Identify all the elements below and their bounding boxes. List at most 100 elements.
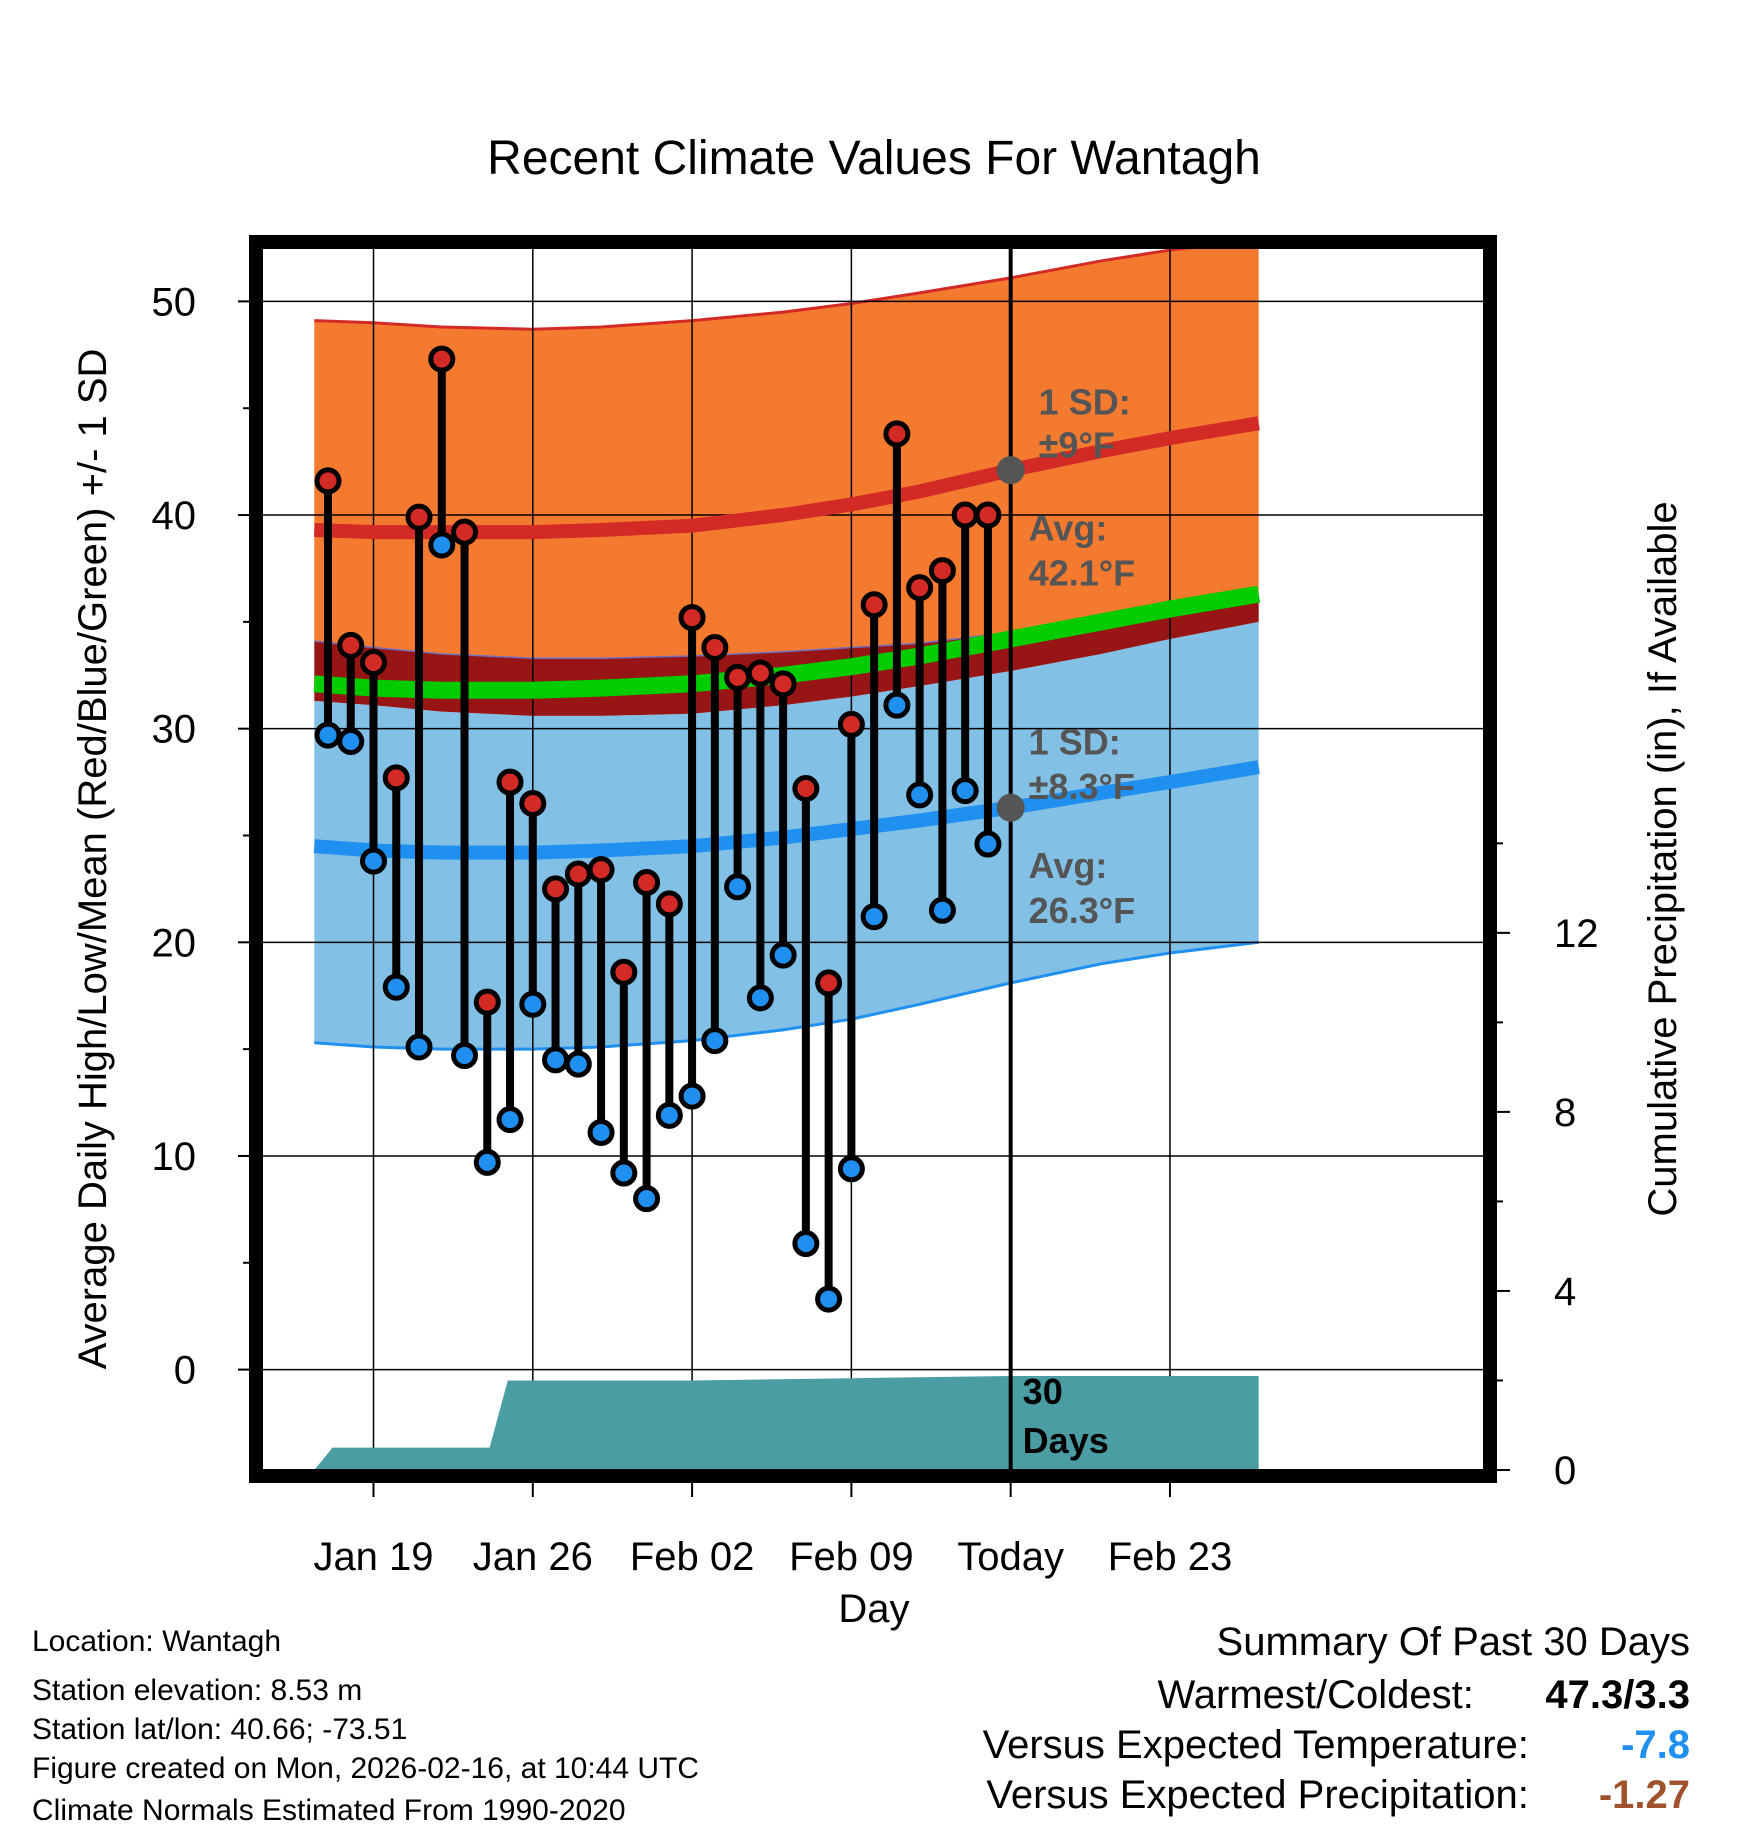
daily-high-point: [496, 768, 524, 796]
y-tick-label: 40: [152, 494, 197, 538]
daily-high-point: [883, 420, 911, 448]
daily-low-point: [473, 1148, 501, 1176]
daily-high-point: [837, 710, 865, 738]
daily-high-point: [951, 501, 979, 529]
y2-tick-label: 0: [1554, 1449, 1576, 1493]
daily-high-point: [724, 663, 752, 691]
x-tick-label: Feb 09: [789, 1535, 914, 1579]
footer-latlon: Station lat/lon: 40.66; -73.51: [32, 1713, 408, 1746]
y-tick-label: 20: [152, 921, 197, 965]
daily-high-point: [678, 604, 706, 632]
daily-low-point: [496, 1106, 524, 1134]
daily-low-point: [542, 1046, 570, 1074]
daily-low-point: [792, 1230, 820, 1258]
daily-high-point: [314, 467, 342, 495]
daily-high-point: [337, 631, 365, 659]
x-tick-label: Feb 02: [630, 1535, 755, 1579]
summary-temp-row: Versus Expected Temperature: -7.8: [983, 1723, 1690, 1768]
daily-low-point: [928, 896, 956, 924]
x-axis-label: Day: [838, 1587, 909, 1631]
daily-high-point: [815, 969, 843, 997]
x-tick-label: Jan 26: [473, 1535, 593, 1579]
high-avg-value: 42.1°F: [1029, 553, 1135, 594]
daily-high-point: [428, 345, 456, 373]
daily-low-point: [519, 990, 547, 1018]
y-tick-label: 50: [152, 280, 197, 324]
footer-location: Location: Wantagh: [32, 1625, 282, 1658]
high-sd-upper-line: [314, 248, 1201, 331]
daily-high-point: [906, 574, 934, 602]
high-avg-label: Avg:: [1029, 508, 1108, 549]
daily-low-point: [587, 1118, 615, 1146]
y2-axis-label: Cumulative Precipitation (in), If Availa…: [1641, 501, 1685, 1216]
low-sd-lower-line: [314, 940, 1259, 1051]
daily-high-point: [974, 501, 1002, 529]
daily-low-point: [451, 1042, 479, 1070]
daily-low-point: [382, 973, 410, 1001]
y-tick-label: 30: [152, 708, 197, 752]
daily-high-point: [655, 890, 683, 918]
high-sd-value: ±9°F: [1039, 424, 1115, 465]
low-sd-label: 1 SD:: [1029, 721, 1121, 762]
daily-high-point: [610, 958, 638, 986]
daily-low-point: [405, 1033, 433, 1061]
daily-high-point: [360, 648, 388, 676]
daily-low-point: [883, 691, 911, 719]
daily-high-point: [792, 775, 820, 802]
daily-high-point: [564, 860, 592, 888]
today-avg-low-marker: [996, 793, 1025, 822]
footer-created: Figure created on Mon, 2026-02-16, at 10…: [32, 1752, 700, 1785]
daily-high-point: [405, 503, 433, 531]
summary-temp-label: Versus Expected Temperature:: [982, 1723, 1529, 1767]
footer-normals: Climate Normals Estimated From 1990-2020: [32, 1794, 626, 1827]
daily-low-point: [724, 873, 752, 901]
summary-warmest-value: 47.3/3.3: [1545, 1673, 1690, 1717]
daily-low-point: [974, 830, 1002, 858]
daily-high-point: [587, 856, 615, 884]
daily-low-point: [360, 847, 388, 875]
summary-precip-label: Versus Expected Precipitation:: [986, 1773, 1529, 1817]
daily-low-point: [860, 903, 888, 931]
daily-low-point: [769, 941, 797, 969]
daily-high-point: [928, 557, 956, 585]
high-sd-label: 1 SD:: [1039, 382, 1131, 423]
y2-tick-label: 8: [1554, 1091, 1576, 1135]
summary-precip-value: -1.27: [1598, 1773, 1690, 1817]
daily-low-point: [906, 781, 934, 809]
daily-high-point: [473, 988, 501, 1016]
low-avg-value: 26.3°F: [1029, 890, 1135, 931]
footer-elevation: Station elevation: 8.53 m: [32, 1674, 363, 1707]
daily-high-point: [860, 591, 888, 619]
low-avg-label: Avg:: [1029, 845, 1108, 886]
daily-high-point: [382, 764, 410, 792]
plot-frame: [249, 235, 1497, 1483]
today-avg-high-marker: [996, 456, 1025, 485]
summary-precip-row: Versus Expected Precipitation: -1.27: [986, 1773, 1690, 1818]
daily-high-point: [519, 789, 547, 817]
daily-high-point: [633, 869, 661, 896]
daily-low-point: [701, 1027, 729, 1055]
daily-low-point: [428, 531, 456, 559]
daily-low-point: [746, 984, 774, 1012]
daily-high-point: [769, 670, 797, 698]
low-sd-value: ±8.3°F: [1029, 766, 1135, 807]
daily-high-point: [451, 518, 479, 546]
summary-warmest-label: Warmest/Coldest:: [1157, 1673, 1474, 1717]
daily-high-point: [701, 634, 729, 661]
daily-low-point: [610, 1159, 638, 1187]
x-tick-label: Feb 23: [1108, 1535, 1233, 1579]
daily-low-point: [678, 1082, 706, 1110]
y-tick-label: 0: [174, 1349, 196, 1393]
days-number: 30: [1023, 1371, 1063, 1412]
daily-low-point: [815, 1285, 843, 1313]
y2-tick-label: 12: [1554, 912, 1599, 956]
summary-heading: Summary Of Past 30 Days: [1216, 1620, 1690, 1664]
y2-tick-label: 4: [1554, 1270, 1576, 1314]
precip-area: [314, 1376, 1259, 1470]
x-tick-label: Today: [957, 1535, 1064, 1579]
daily-low-point: [314, 721, 342, 749]
high-sd-band: [314, 248, 1259, 659]
daily-low-point: [655, 1101, 683, 1129]
y-axis-label: Average Daily High/Low/Mean (Red/Blue/Gr…: [71, 349, 115, 1370]
